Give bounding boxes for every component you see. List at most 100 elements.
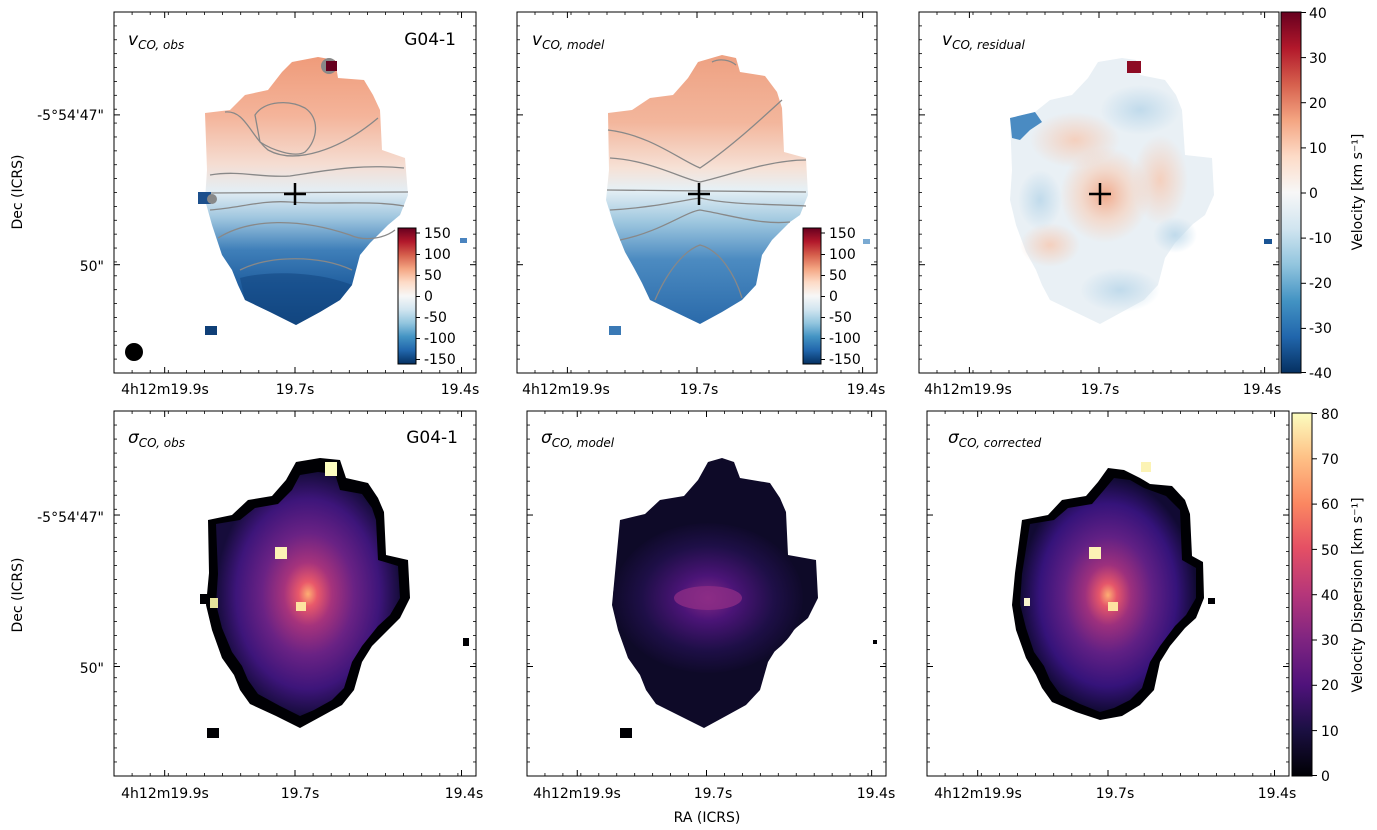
pixel-yellow-sigma-obs (210, 598, 218, 608)
residual-cool-patch (1153, 217, 1197, 253)
pixel-black-sigma-obs (200, 594, 210, 604)
colorbar-label-velocity: Velocity [km s⁻¹] (1350, 134, 1366, 251)
cbar-tick-label: 0 (424, 289, 433, 305)
colorbar-ticks-v-residual (1301, 12, 1306, 373)
colorbar-ticks-v-model (821, 232, 825, 360)
residual-cool-patch (1100, 85, 1180, 135)
name-label-v-obs: G04-1 (404, 30, 456, 50)
x-tick-label: 4h12m19.9s (121, 786, 209, 802)
colorbar-ticklabels-v-residual: 40 30 20 10 0 -10 -20 -30 -40 (1309, 6, 1332, 382)
panel-frames (113, 11, 1290, 777)
panel-label-sigma-obs: σCO, obs (128, 428, 185, 450)
cbar-tick-label: -20 (1309, 276, 1332, 292)
panel-v-model: 150 100 50 0 -50 -100 -150 vCO, model 4h… (522, 30, 885, 398)
panel-sigma-model: σCO, model 4h12m19.9s 19.7s 19.4s (533, 428, 895, 802)
map-region-v-model (606, 55, 808, 324)
panel-label-v-obs: vCO, obs (128, 30, 184, 52)
pixel-red-v-obs (326, 61, 337, 71)
cbar-tick-label: 150 (424, 226, 451, 242)
x-tick-label: 19.7s (276, 382, 314, 398)
residual-cool-patch (1018, 170, 1062, 230)
pixel-yellow-sigma-corrected (1089, 547, 1101, 559)
panel-label-sigma-model: σCO, model (541, 428, 615, 450)
cbar-tick-label: -10 (1309, 231, 1332, 247)
x-tick-label: 19.7s (1096, 786, 1134, 802)
pixel-blue-right-v-obs (460, 238, 467, 243)
colorbar-ticks-sigma (1312, 413, 1317, 776)
x-tick-labels-sigma-corrected: 4h12m19.9s 19.7s 19.4s (934, 786, 1296, 802)
x-tick-labels-sigma-model: 4h12m19.9s 19.7s 19.4s (533, 786, 895, 802)
x-tick-label: 19.4s (1258, 786, 1296, 802)
colorbar-sigma (1291, 412, 1313, 777)
pixel-yellow-sigma-corrected (1108, 602, 1118, 611)
panel-label-sigma-corrected: σCO, corrected (948, 428, 1042, 450)
x-tick-label: 19.7s (281, 786, 319, 802)
cbar-tick-label: 60 (1321, 497, 1339, 513)
x-tick-label: 19.7s (1081, 382, 1119, 398)
panel-sigma-obs: σCO, obs G04-1 4h12m19.9s 19.7s 19.4s -5… (37, 428, 483, 802)
x-tick-label: 4h12m19.9s (522, 382, 610, 398)
sigma-model-core (674, 586, 742, 610)
x-tick-labels-v-residual: 4h12m19.9s 19.7s 19.4s (924, 382, 1281, 398)
pixel-yellow-sigma-corrected (1024, 598, 1030, 606)
x-tick-label: 4h12m19.9s (924, 382, 1012, 398)
cbar-tick-label: 40 (1309, 6, 1327, 22)
cbar-tick-label: 20 (1309, 96, 1327, 112)
pixel-blue-bottom-v-model (609, 326, 621, 335)
residual-warm-patch (1132, 135, 1188, 225)
contours-v-model (606, 59, 807, 301)
cbar-tick-label: -50 (424, 310, 447, 326)
y-tick-labels-sigma-obs: -5°54'47" 50" (37, 510, 104, 677)
cbar-tick-label: 80 (1321, 407, 1339, 423)
cbar-tick-label: 70 (1321, 452, 1339, 468)
colorbar-ticklabels-v-model: 150 100 50 0 -50 -100 -150 (829, 226, 861, 368)
cbar-tick-label: 30 (1321, 633, 1339, 649)
cbar-tick-label: 10 (1321, 724, 1339, 740)
pixel-blue-bottom-v-obs (205, 326, 217, 335)
x-tick-labels-sigma-obs: 4h12m19.9s 19.7s 19.4s (121, 786, 483, 802)
cbar-tick-label: -50 (829, 310, 852, 326)
pixel-black-sigma-corrected (1208, 598, 1215, 604)
map-region-v-obs (205, 57, 408, 325)
cbar-tick-label: -150 (829, 352, 861, 368)
cbar-tick-label: 40 (1321, 588, 1339, 604)
colorbar-label-dispersion: Velocity Dispersion [km s⁻¹] (1350, 497, 1366, 692)
colorbar-ticklabels-sigma: 80 70 60 50 40 30 20 10 0 (1321, 407, 1339, 785)
pixel-yellow-sigma-obs (296, 602, 306, 611)
residual-warm-patch (1020, 223, 1080, 267)
cbar-tick-label: -30 (1309, 321, 1332, 337)
x-tick-label: 19.7s (680, 382, 718, 398)
cbar-tick-label: -100 (424, 331, 456, 347)
colorbar-inset-v-model (802, 227, 822, 365)
x-tick-label: 19.4s (847, 382, 885, 398)
cbar-tick-label: 0 (1309, 186, 1318, 202)
y-tick-labels-v-obs: -5°54'47" 50" (37, 108, 104, 275)
cbar-tick-label: 50 (1321, 543, 1339, 559)
residual-cool-patch (1080, 268, 1160, 312)
map-emission-sigma-obs (216, 472, 400, 716)
cbar-tick-label: 30 (1309, 51, 1327, 67)
figure-ylabel-top: Dec (ICRS) (10, 155, 26, 230)
center-cross-v-model (688, 183, 710, 205)
y-tick-label: -5°54'47" (37, 108, 104, 124)
x-tick-label: 19.4s (1243, 382, 1281, 398)
y-tick-label: 50" (80, 661, 104, 677)
x-tick-label: 19.4s (445, 786, 483, 802)
pixel-red-v-residual (1127, 61, 1141, 73)
cbar-tick-label: 100 (829, 247, 856, 263)
cbar-tick-label: -150 (424, 352, 456, 368)
pixel-black-sigma-model (620, 728, 632, 738)
cbar-tick-label: 100 (424, 247, 451, 263)
cbar-tick-label: -100 (829, 331, 861, 347)
beam-ellipse (125, 343, 143, 361)
x-tick-labels-v-model: 4h12m19.9s 19.7s 19.4s (522, 382, 885, 398)
map-low-tail-v-obs (240, 273, 352, 325)
pixel-yellow-sigma-obs (275, 547, 287, 559)
x-tick-label: 4h12m19.9s (934, 786, 1022, 802)
pixel-blue-right-v-residual (1264, 239, 1272, 244)
center-cross-v-residual (1089, 183, 1111, 205)
cbar-tick-label: 20 (1321, 678, 1339, 694)
colorbar-ticks-v-obs (416, 232, 420, 360)
x-tick-label: 19.4s (441, 382, 479, 398)
residual-blue-edge (1010, 112, 1042, 140)
